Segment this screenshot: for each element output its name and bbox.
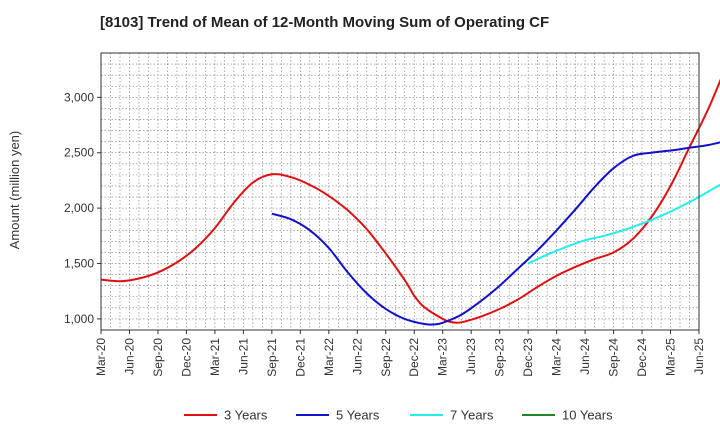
y-tick-label: 1,000 xyxy=(64,312,94,326)
chart-title: [8103] Trend of Mean of 12-Month Moving … xyxy=(100,14,549,31)
x-tick-label: Sep-21 xyxy=(265,338,279,377)
x-tick-labels: Mar-20 Jun-20 Sep-20 Dec-20 Mar-21 Jun-21 Sep-… xyxy=(94,330,706,377)
grid-lines xyxy=(101,53,699,330)
x-tick-label: Jun-23 xyxy=(464,338,478,375)
x-tick-label: Jun-24 xyxy=(578,338,592,375)
x-tick-label: Mar-20 xyxy=(94,338,108,376)
x-tick-label: Jun-21 xyxy=(236,338,250,375)
y-axis-label: Amount (million yen) xyxy=(7,131,22,250)
legend-label-3-years: 3 Years xyxy=(224,408,268,423)
x-tick-label: Jun-20 xyxy=(122,338,136,375)
legend-label-5-years: 5 Years xyxy=(336,408,380,423)
series-line-5-years xyxy=(271,141,720,326)
x-tick-label: Mar-22 xyxy=(322,338,336,376)
x-tick-label: Sep-20 xyxy=(151,338,165,377)
x-tick-label: Dec-20 xyxy=(179,338,193,377)
y-tick-label: 1,500 xyxy=(64,257,94,271)
x-tick-label: Dec-21 xyxy=(293,338,307,377)
x-tick-label: Mar-21 xyxy=(208,338,222,376)
x-tick-label: Jun-22 xyxy=(350,338,364,375)
x-tick-label: Jun-25 xyxy=(692,338,706,375)
x-tick-label: Sep-23 xyxy=(493,338,507,377)
series-lines xyxy=(100,78,720,326)
series-line-7-years xyxy=(527,183,720,265)
x-tick-label: Mar-25 xyxy=(664,338,678,376)
y-tick-labels: 1,000 1,500 2,000 2,500 3,000 xyxy=(64,90,101,326)
legend: 3 Years 5 Years 7 Years 10 Years xyxy=(184,408,613,423)
legend-label-7-years: 7 Years xyxy=(450,408,494,423)
x-tick-label: Mar-24 xyxy=(550,338,564,376)
legend-label-10-years: 10 Years xyxy=(562,408,613,423)
x-tick-label: Sep-24 xyxy=(607,338,621,377)
series-line-3-years xyxy=(100,78,720,324)
x-tick-label: Sep-22 xyxy=(379,338,393,377)
x-tick-label: Dec-23 xyxy=(521,338,535,377)
x-tick-label: Mar-23 xyxy=(436,338,450,376)
x-tick-label: Dec-24 xyxy=(635,338,649,377)
y-tick-label: 2,500 xyxy=(64,146,94,160)
plot-frame xyxy=(100,52,700,331)
y-tick-label: 2,000 xyxy=(64,201,94,215)
x-tick-label: Dec-22 xyxy=(407,338,421,377)
y-tick-label: 3,000 xyxy=(64,90,94,104)
